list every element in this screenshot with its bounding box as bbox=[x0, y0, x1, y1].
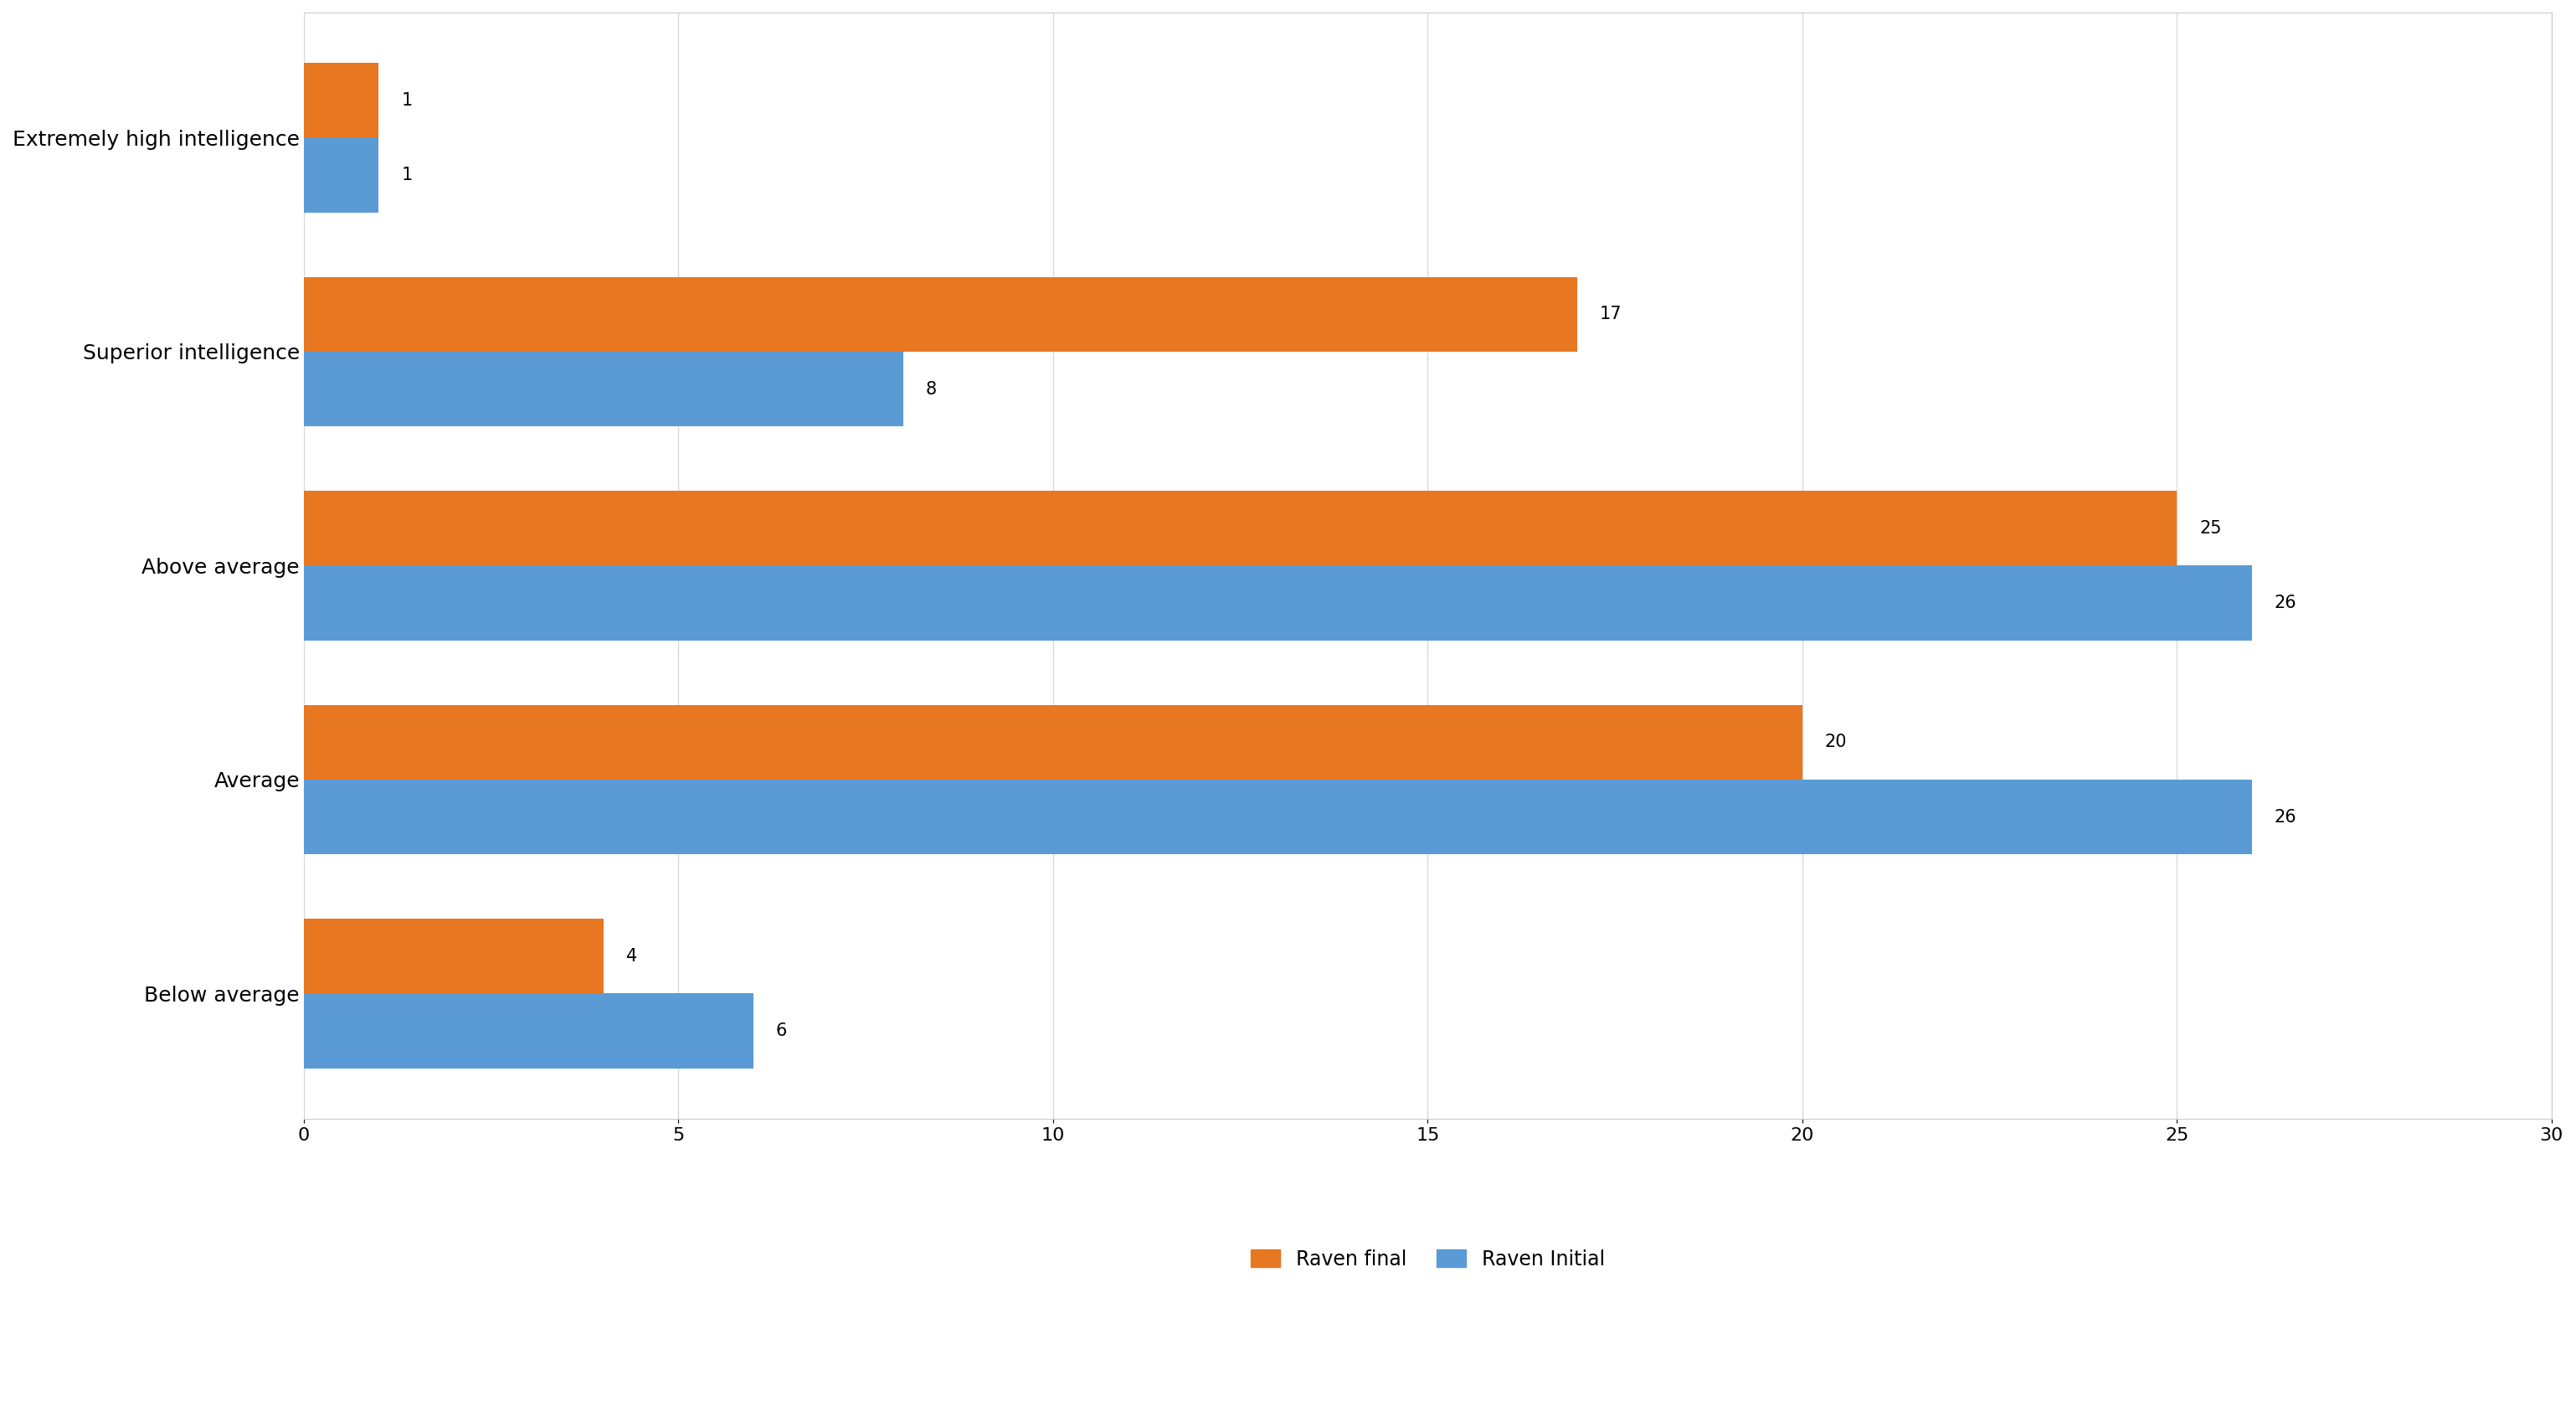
Legend: Raven final, Raven Initial: Raven final, Raven Initial bbox=[1242, 1240, 1615, 1279]
Bar bbox=[304, 779, 2251, 855]
Bar bbox=[304, 919, 603, 993]
Text: 8: 8 bbox=[925, 381, 938, 398]
Text: 1: 1 bbox=[402, 92, 412, 109]
Bar bbox=[304, 63, 379, 137]
Text: 26: 26 bbox=[2275, 594, 2298, 611]
Text: 25: 25 bbox=[2200, 520, 2221, 537]
Text: 20: 20 bbox=[1824, 734, 1847, 751]
Bar bbox=[304, 490, 2177, 566]
Bar bbox=[304, 705, 1803, 779]
Text: 6: 6 bbox=[775, 1023, 788, 1040]
Bar bbox=[304, 566, 2251, 640]
Text: 1: 1 bbox=[402, 167, 412, 184]
Bar bbox=[304, 993, 752, 1069]
Text: 17: 17 bbox=[1600, 305, 1623, 322]
Bar bbox=[304, 352, 904, 426]
Bar bbox=[304, 137, 379, 213]
Bar bbox=[304, 277, 1577, 352]
Text: 26: 26 bbox=[2275, 808, 2298, 825]
Text: 4: 4 bbox=[626, 947, 636, 964]
